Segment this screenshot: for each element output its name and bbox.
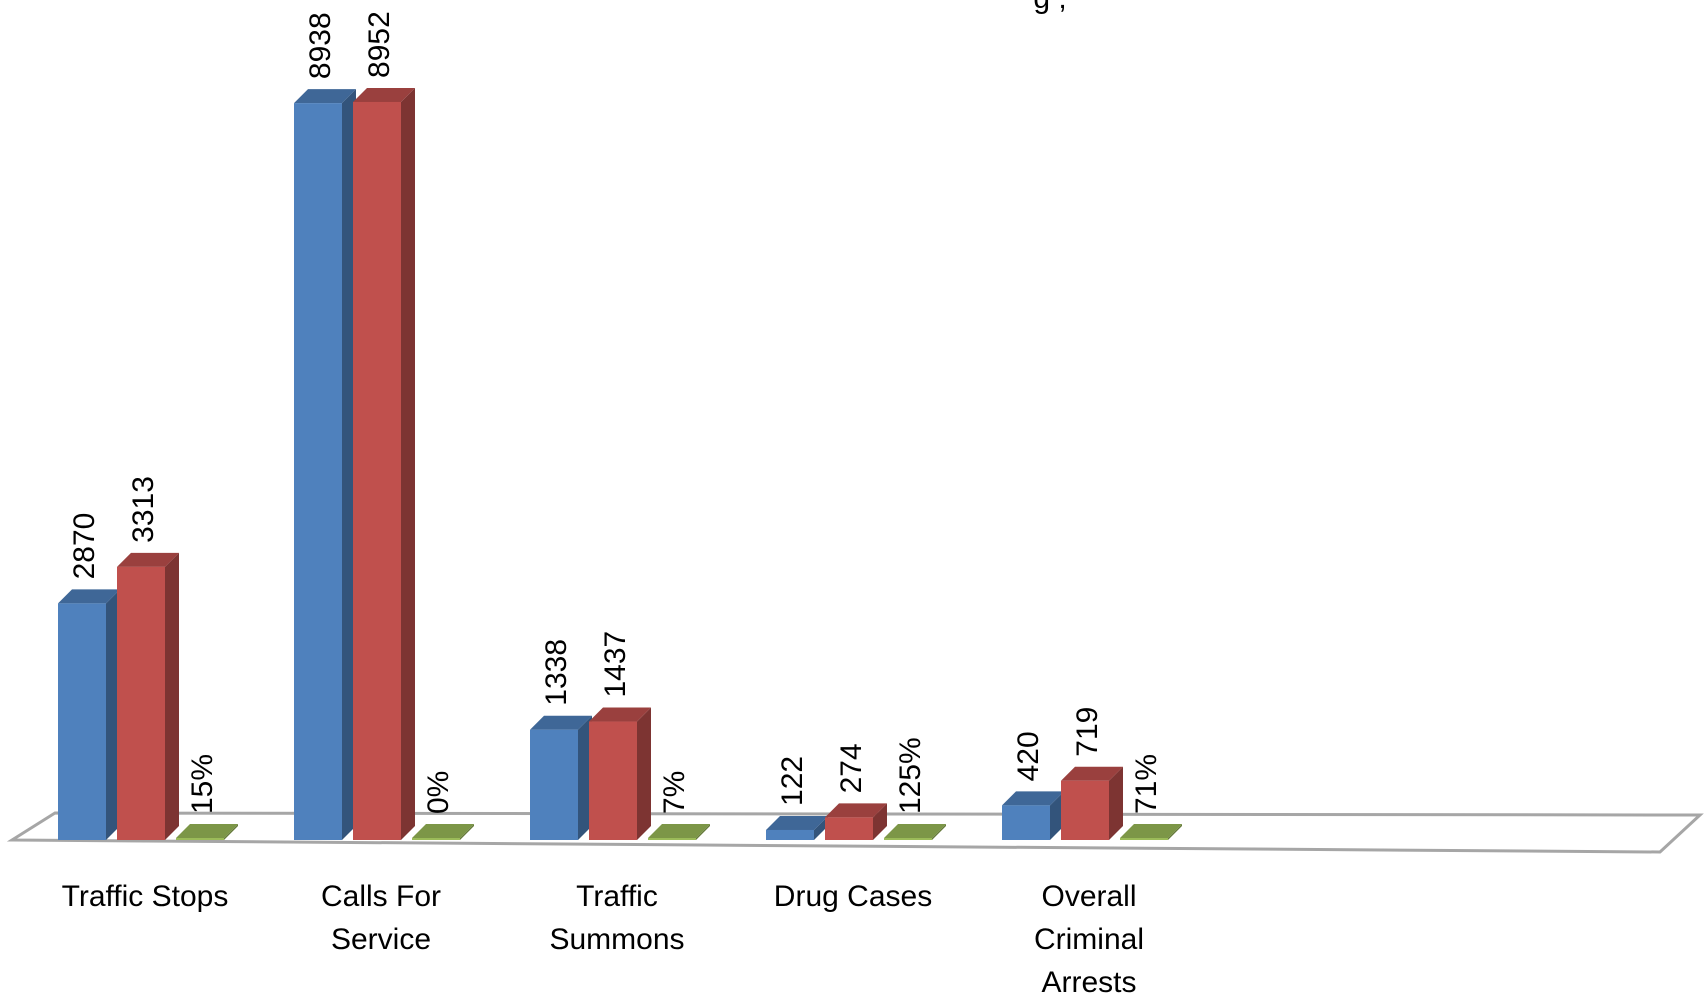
- category-label-line: Overall: [1041, 880, 1136, 913]
- category-labels-group: Traffic Stops Calls For Service Traffic Summ…: [62, 880, 1144, 998]
- bar-front-face: [884, 838, 932, 840]
- bar-0-0: [58, 589, 120, 840]
- bar-2-0: [530, 715, 592, 840]
- bar-side-face: [1168, 824, 1182, 840]
- category-label-3: Drug Cases: [774, 880, 932, 913]
- category-label-line: Traffic Stops: [62, 880, 229, 913]
- bar-top-face: [412, 824, 474, 838]
- category-label-line: Criminal: [1034, 923, 1144, 956]
- bar-side-face: [401, 87, 415, 840]
- bar-side-face: [1109, 766, 1123, 840]
- category-label-4: Overall Criminal Arrests: [1034, 880, 1144, 998]
- bar-4-0: [1002, 791, 1064, 840]
- bar-side-face: [224, 824, 238, 840]
- bar-3-0: [766, 815, 828, 840]
- chart-title-fragment: g ,: [1033, 0, 1066, 15]
- bar-side-face: [342, 89, 356, 840]
- bar-top-face: [294, 89, 356, 104]
- bar-front-face: [648, 838, 696, 840]
- bar-top-face: [1061, 766, 1123, 781]
- data-label-1-2: 0%: [422, 771, 455, 814]
- category-label-0: Traffic Stops: [62, 880, 229, 913]
- bar-front-face: [1002, 805, 1050, 840]
- bar-top-face: [353, 87, 415, 102]
- category-label-2: Traffic Summons: [549, 880, 684, 956]
- category-label-line: Drug Cases: [774, 880, 932, 913]
- bar-front-face: [412, 838, 460, 840]
- bar-1-1: [353, 87, 415, 840]
- bar-front-face: [176, 838, 224, 840]
- bar-top-face: [176, 824, 238, 838]
- category-label-line: Traffic: [576, 880, 658, 913]
- bar-top-face: [766, 815, 828, 830]
- bar-top-face: [117, 552, 179, 567]
- bars-group: [58, 87, 1182, 840]
- bar-0-1: [117, 552, 179, 840]
- bar-side-face: [460, 824, 474, 840]
- data-label-4-2: 71%: [1130, 754, 1163, 814]
- data-label-3-1: 274: [835, 743, 868, 793]
- bar-0-2: [176, 824, 238, 840]
- bar-front-face: [589, 721, 637, 840]
- bar-2-1: [589, 707, 651, 840]
- data-label-3-2: 125%: [894, 737, 927, 814]
- bar-side-face: [106, 589, 120, 840]
- bar-front-face: [1120, 838, 1168, 840]
- data-label-0-2: 15%: [186, 754, 219, 814]
- bar-top-face: [825, 803, 887, 818]
- bar-1-0: [294, 89, 356, 840]
- data-label-2-2: 7%: [658, 771, 691, 814]
- bar-front-face: [530, 729, 578, 840]
- bar-1-2: [412, 824, 474, 840]
- data-label-1-1: 8952: [363, 11, 396, 78]
- bar-side-face: [814, 815, 828, 840]
- bar-front-face: [58, 603, 106, 840]
- bar-side-face: [932, 824, 946, 840]
- data-label-4-1: 719: [1071, 707, 1104, 757]
- data-label-2-0: 1338: [540, 639, 573, 706]
- bar-side-face: [578, 715, 592, 840]
- bar-front-face: [766, 829, 814, 840]
- bar-front-face: [294, 103, 342, 840]
- data-labels-group: 2870 3313 15% 8938 8952 0% 1338 1437 7% 122 274 125…: [68, 11, 1163, 814]
- bar-3-2: [884, 824, 946, 840]
- category-label-line: Service: [331, 923, 431, 956]
- bar-side-face: [165, 552, 179, 840]
- bar-top-face: [589, 707, 651, 722]
- data-label-0-0: 2870: [68, 513, 101, 580]
- category-label-line: Calls For: [321, 880, 441, 913]
- bar-top-face: [530, 715, 592, 730]
- bar-front-face: [1061, 780, 1109, 840]
- bar-4-1: [1061, 766, 1123, 840]
- bar-front-face: [825, 817, 873, 840]
- data-label-0-1: 3313: [127, 476, 160, 543]
- data-label-1-0: 8938: [304, 12, 337, 79]
- data-label-3-0: 122: [776, 756, 809, 806]
- bar-side-face: [1050, 791, 1064, 840]
- bar-3-1: [825, 803, 887, 840]
- data-label-4-0: 420: [1012, 731, 1045, 781]
- bar-top-face: [58, 589, 120, 604]
- category-label-line: Summons: [549, 923, 684, 956]
- bar-top-face: [648, 824, 710, 838]
- data-label-2-1: 1437: [599, 631, 632, 698]
- bar-top-face: [884, 824, 946, 838]
- category-label-1: Calls For Service: [321, 880, 441, 956]
- bar-2-2: [648, 824, 710, 840]
- bar-front-face: [353, 101, 401, 840]
- bar-top-face: [1120, 824, 1182, 838]
- bar-side-face: [637, 707, 651, 840]
- category-label-line: Arrests: [1041, 966, 1136, 998]
- bar-top-face: [1002, 791, 1064, 806]
- bar-4-2: [1120, 824, 1182, 840]
- bar-side-face: [696, 824, 710, 840]
- bar-front-face: [117, 566, 165, 840]
- bar-side-face: [873, 803, 887, 840]
